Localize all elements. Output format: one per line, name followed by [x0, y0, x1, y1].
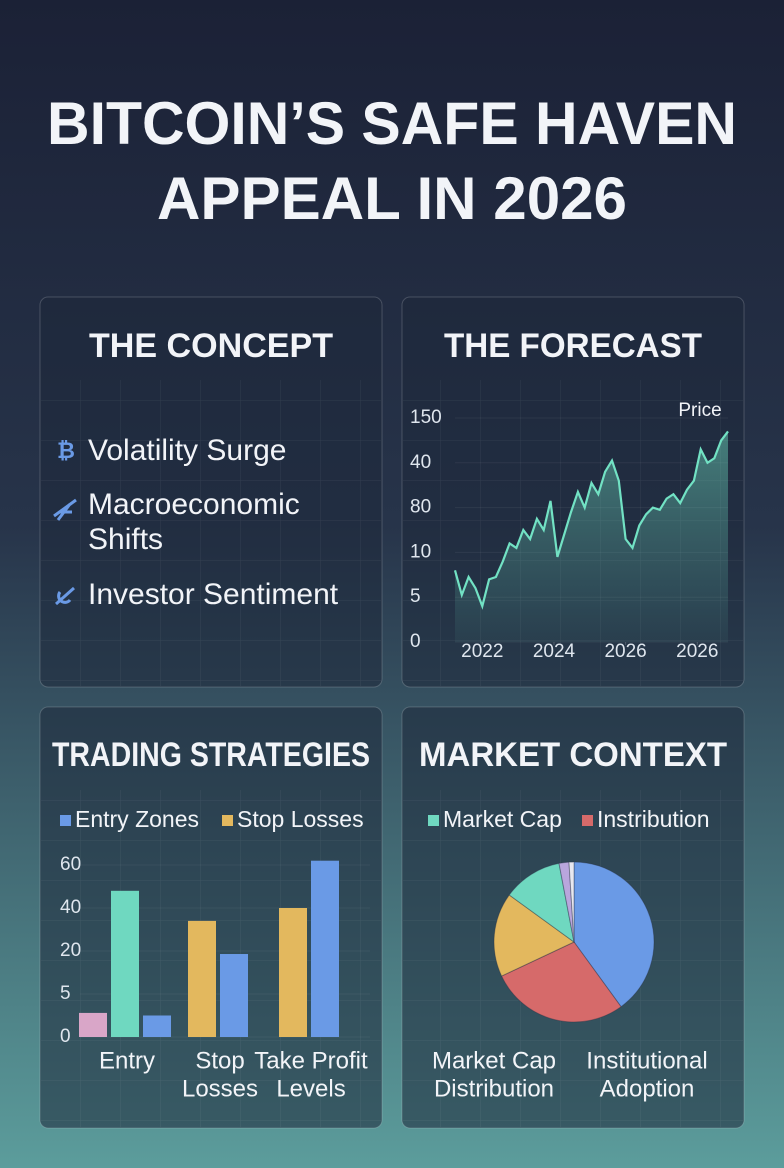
- legend-label: Price: [678, 400, 721, 421]
- x-tick-label: 2022: [461, 641, 503, 662]
- y-tick-label: 5: [60, 983, 71, 1004]
- concept-item: Shifts: [88, 523, 163, 556]
- panel-title: TRADING STRATEGIES: [52, 736, 370, 774]
- bar: [188, 920, 216, 1037]
- pie-slice: [573, 861, 655, 1008]
- rocket-icon: [53, 498, 77, 521]
- y-tick-label: 10: [410, 541, 431, 562]
- caption: Distribution: [434, 1075, 554, 1102]
- page-title: BITCOIN’S SAFE HAVEN: [47, 90, 737, 157]
- icons: ₿: [53, 438, 77, 606]
- pie-slice: [568, 861, 575, 943]
- x-tick-label: Losses: [182, 1075, 258, 1102]
- y-tick-label: 150: [410, 407, 442, 428]
- x-tick-label: Stop: [195, 1047, 244, 1074]
- y-tick-label: 40: [60, 897, 81, 918]
- legend-label: Stop Losses: [237, 806, 364, 832]
- caption: Institutional: [586, 1047, 707, 1074]
- y-tick-label: 5: [410, 586, 421, 607]
- grid-pattern: [41, 380, 381, 686]
- legend-label: Instribution: [597, 806, 710, 832]
- x-tick-label: 2024: [533, 641, 576, 662]
- x-tick-label: Entry: [99, 1047, 155, 1074]
- concept-item: Macroeconomic: [88, 488, 300, 521]
- area: [455, 431, 728, 642]
- x-tick-label: 2026: [604, 641, 646, 662]
- sentiment-icon: [55, 586, 75, 606]
- concept-item: Investor Sentiment: [88, 578, 339, 611]
- bar: [79, 1012, 107, 1037]
- bar: [279, 908, 307, 1037]
- y-tick-label: 0: [410, 631, 421, 652]
- y-tick-label: 40: [410, 452, 431, 473]
- x-tick-label: 2026: [676, 641, 718, 662]
- x-tick-label: Take Profit: [254, 1047, 368, 1074]
- concept-item: Volatility Surge: [88, 434, 286, 467]
- page-title: APPEAL IN 2026: [157, 165, 627, 232]
- panel-grids: [41, 380, 743, 1127]
- x-tick-label: Levels: [276, 1075, 345, 1102]
- bar: [220, 954, 248, 1037]
- bar: [111, 890, 139, 1037]
- pie-slice: [493, 894, 575, 977]
- legend-label: Entry Zones: [75, 806, 199, 832]
- legend-label: Market Cap: [443, 806, 562, 832]
- legend-swatch: [582, 815, 593, 826]
- bar: [311, 860, 339, 1037]
- legend-swatch: [428, 815, 439, 826]
- pie-slice: [508, 862, 575, 944]
- y-tick-label: 80: [410, 497, 431, 518]
- y-tick-label: 0: [60, 1026, 71, 1047]
- pie-slice: [558, 861, 575, 943]
- pie-slice: [500, 941, 622, 1023]
- bitcoin-icon: ₿: [57, 438, 75, 463]
- bar: [143, 1015, 171, 1037]
- legend-swatch: [222, 815, 233, 826]
- legend-swatch: [60, 815, 71, 826]
- panel-title: THE FORECAST: [444, 327, 702, 365]
- line: [453, 430, 729, 610]
- panel-title: THE CONCEPT: [89, 327, 333, 365]
- caption: Adoption: [600, 1075, 695, 1102]
- caption: Market Cap: [432, 1047, 556, 1074]
- panel-title: MARKET CONTEXT: [419, 736, 727, 774]
- y-tick-label: 60: [60, 854, 81, 875]
- y-tick-label: 20: [60, 940, 81, 961]
